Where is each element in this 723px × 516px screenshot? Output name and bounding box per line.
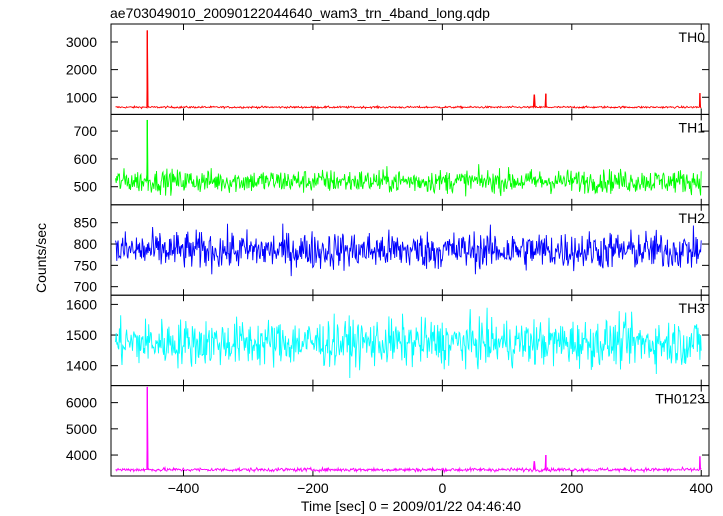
y-tick-label: 1400: [66, 358, 97, 374]
y-tick-label: 800: [74, 236, 98, 252]
y-tick-label: 5000: [66, 421, 97, 437]
chart-title: ae703049010_20090122044640_wam3_trn_4ban…: [110, 5, 490, 21]
y-axis-label: Counts/sec: [33, 223, 49, 293]
series-line-th3: [115, 307, 702, 379]
x-tick-label: 0: [438, 480, 446, 496]
panel-frame-th1: [110, 113, 710, 206]
y-tick-label: 6000: [66, 395, 97, 411]
y-tick-label: 4000: [66, 447, 97, 463]
y-tick-label: 2000: [66, 62, 97, 78]
y-tick-label: 700: [74, 279, 98, 295]
panel-label-th3: TH3: [679, 300, 706, 316]
x-axis-label: Time [sec] 0 = 2009/01/22 04:46:40: [301, 498, 521, 514]
panel-label-th1: TH1: [679, 119, 706, 135]
x-tick-label: −200: [297, 480, 329, 496]
y-tick-label: 1000: [66, 89, 97, 105]
y-tick-label: 1600: [66, 296, 97, 312]
panel-label-th2: TH2: [679, 210, 706, 226]
panel-frame-th0: [110, 23, 710, 115]
y-tick-label: 500: [74, 179, 98, 195]
x-tick-label: 400: [690, 480, 714, 496]
y-tick-label: 600: [74, 151, 98, 167]
series-line-th0123: [115, 386, 702, 474]
panel-label-th0: TH0: [679, 29, 706, 45]
panel-frame-th0123: [110, 385, 710, 477]
y-tick-label: 750: [74, 257, 98, 273]
series-line-th0: [115, 30, 702, 110]
series-line-th1: [115, 119, 702, 197]
x-tick-label: 200: [560, 480, 584, 496]
panel-label-th0123: TH0123: [655, 391, 705, 407]
x-tick-label: −400: [168, 480, 200, 496]
y-tick-label: 1500: [66, 327, 97, 343]
y-tick-label: 700: [74, 123, 98, 139]
y-tick-label: 850: [74, 215, 98, 231]
y-tick-label: 3000: [66, 34, 97, 50]
series-line-th2: [115, 223, 702, 277]
